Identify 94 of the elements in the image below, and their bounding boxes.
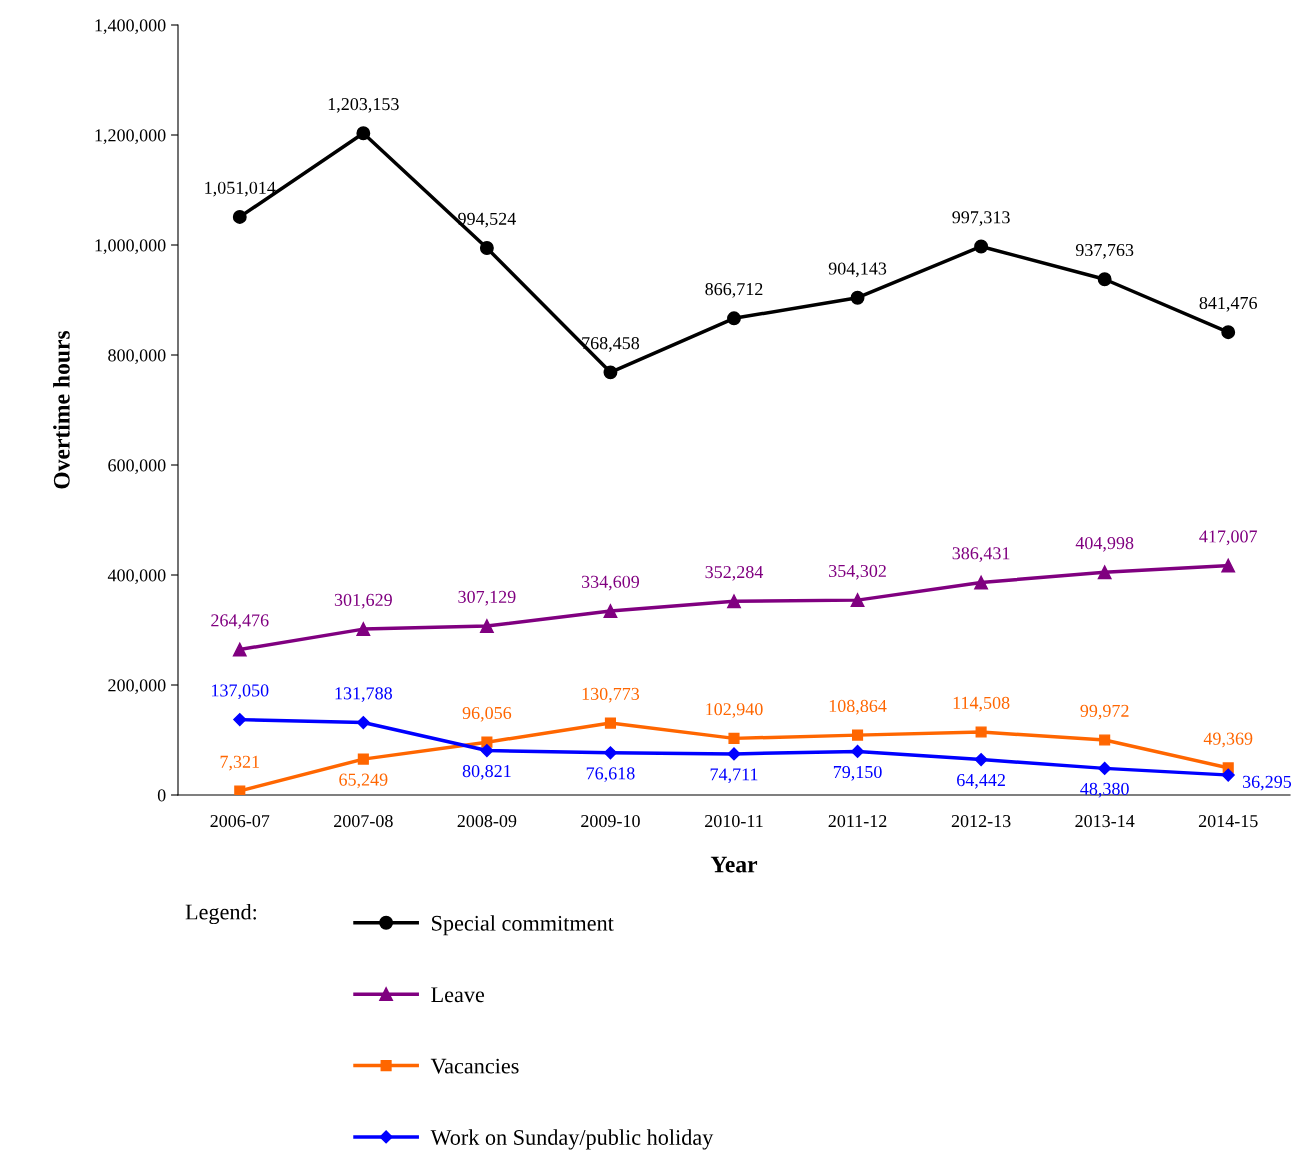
y-tick-label: 1,200,000 (95, 129, 166, 145)
data-label: 904,143 (828, 262, 887, 278)
data-label: 352,284 (705, 565, 764, 581)
data-label: 768,458 (582, 337, 640, 352)
point (1221, 558, 1236, 573)
data-label: 301,629 (334, 593, 392, 609)
data-label: 7,321 (220, 755, 260, 771)
point (850, 593, 865, 608)
y-tick-label: 800,000 (108, 349, 166, 365)
point (851, 729, 864, 741)
data-label: 937,763 (1075, 243, 1134, 259)
point (356, 622, 371, 637)
x-tick-label: 2006-07 (210, 814, 270, 828)
y-tick-label: 0 (157, 789, 166, 802)
data-label: 76,618 (586, 767, 635, 783)
point (603, 365, 618, 380)
data-label: 74,711 (710, 768, 758, 784)
legend-label: Special commitment (432, 915, 614, 936)
x-tick-label: 2012-13 (951, 814, 1011, 828)
data-label: 130,773 (582, 687, 640, 703)
point (234, 785, 246, 795)
point (850, 744, 865, 759)
data-label: 131,788 (335, 687, 392, 702)
legend-label: Vacancies (430, 1058, 519, 1074)
legend-title: Legend: (185, 903, 257, 925)
point (232, 209, 247, 224)
point (1099, 734, 1111, 746)
legend-label: Work on Sunday/public holiday (430, 1129, 714, 1150)
data-label: 102,940 (706, 703, 763, 718)
y-axis-title: Overtime hours (53, 330, 70, 489)
point (1221, 325, 1236, 340)
point (603, 604, 618, 618)
point (604, 717, 617, 729)
data-label: 64,442 (957, 774, 1005, 789)
point (1097, 565, 1112, 580)
y-tick-label: 1,000,000 (95, 239, 166, 255)
point (1097, 272, 1112, 287)
point (479, 619, 494, 634)
point (727, 747, 741, 761)
y-tick-label: 1,400,000 (95, 19, 166, 35)
x-tick-label: 2013-14 (1075, 814, 1135, 828)
data-label: 841,476 (1199, 296, 1258, 312)
point (727, 594, 741, 609)
point (728, 732, 740, 744)
data-label: 96,056 (462, 706, 512, 722)
data-label: 994,524 (458, 212, 516, 228)
point (974, 752, 988, 767)
data-label: 48,380 (1080, 782, 1129, 798)
data-label: 99,972 (1080, 704, 1129, 720)
x-tick-label: 2008-09 (457, 814, 517, 828)
data-label: 49,369 (1203, 732, 1253, 748)
point (1221, 768, 1235, 782)
data-label: 108,864 (829, 699, 887, 715)
point (603, 746, 618, 760)
y-tick-label: 600,000 (108, 459, 166, 475)
point (356, 715, 370, 730)
legend-label: Leave (431, 987, 485, 1003)
x-tick-label: 2007-08 (334, 814, 393, 828)
y-tick-label: 200,000 (108, 679, 166, 695)
point (1098, 761, 1112, 775)
data-label: 1,203,153 (328, 97, 399, 113)
data-label: 137,050 (212, 684, 269, 700)
point (974, 575, 989, 590)
point (850, 290, 865, 305)
point (232, 642, 247, 657)
data-label: 334,609 (581, 575, 640, 591)
point (975, 726, 987, 738)
data-label: 65,249 (339, 773, 388, 789)
x-tick-label: 2010-11 (705, 814, 763, 828)
data-label: 79,150 (833, 765, 882, 781)
data-label: 80,821 (462, 764, 511, 780)
data-label: 114,508 (953, 696, 1010, 712)
data-label: 307,129 (458, 590, 516, 606)
data-label: 866,712 (705, 283, 763, 298)
point (480, 743, 494, 758)
point (357, 753, 369, 765)
data-label: 997,313 (952, 211, 1010, 226)
x-tick-label: 2009-10 (581, 814, 640, 828)
data-label: 1,051,014 (205, 181, 276, 197)
y-tick-label: 400,000 (107, 569, 166, 585)
point (479, 241, 494, 255)
data-label: 386,431 (952, 547, 1010, 562)
point (727, 311, 741, 326)
x-tick-label: 2014-15 (1198, 814, 1258, 828)
point (233, 713, 247, 727)
data-label: 404,998 (1075, 536, 1134, 552)
point (356, 126, 371, 141)
x-axis-title: Year (710, 856, 758, 873)
point (974, 239, 989, 254)
x-tick-label: 2011-12 (828, 814, 887, 828)
data-label: 264,476 (211, 614, 269, 630)
data-label: 417,007 (1199, 530, 1258, 546)
data-label: 36,295 (1242, 775, 1292, 791)
data-label: 354,302 (829, 564, 886, 580)
